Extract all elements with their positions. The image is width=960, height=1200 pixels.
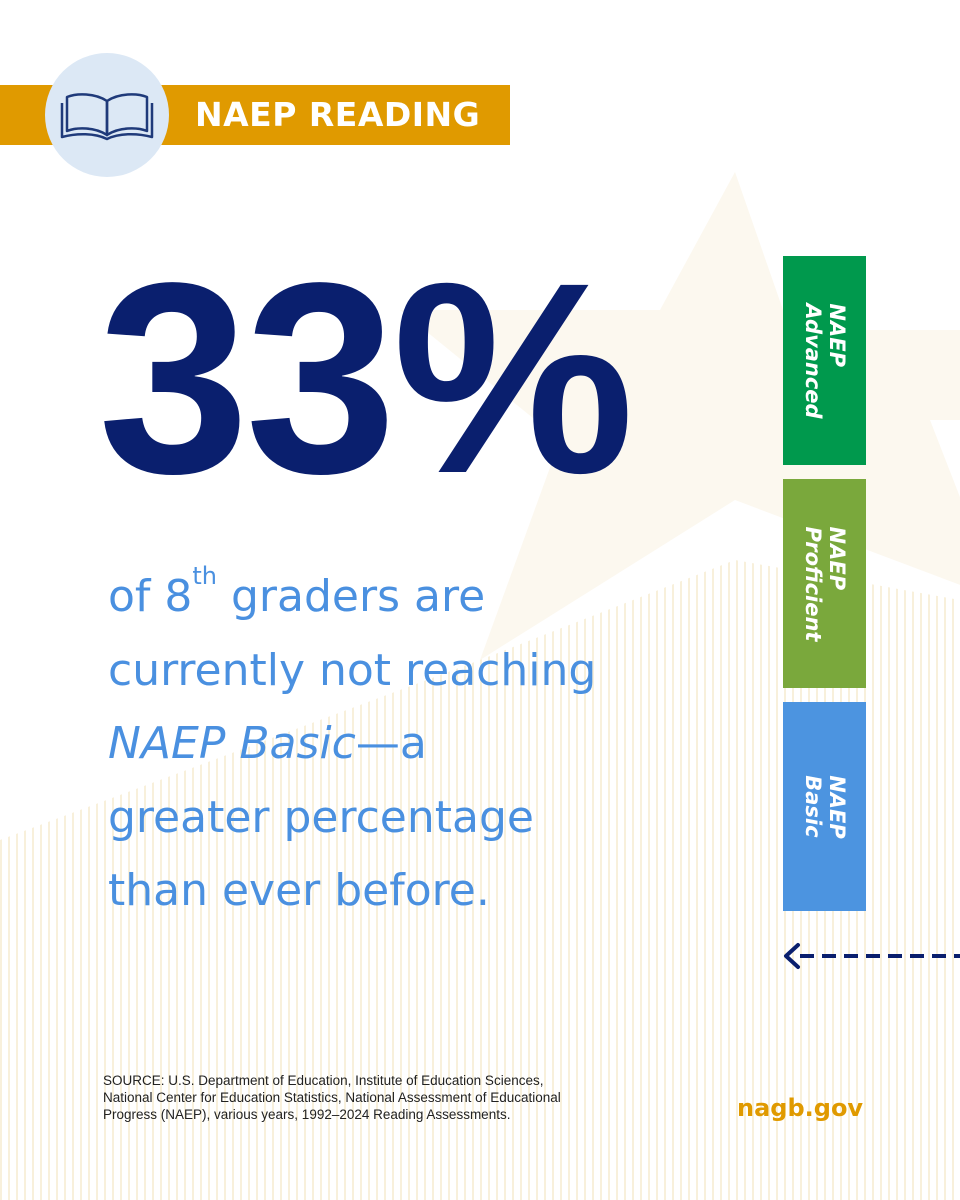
header-title: NAEP READING <box>195 95 481 134</box>
level-label-line: Proficient <box>800 526 825 641</box>
source-line: SOURCE: U.S. Department of Education, In… <box>103 1073 544 1088</box>
site-link[interactable]: nagb.gov <box>737 1094 864 1122</box>
body-part: than ever before. <box>108 865 490 916</box>
source: SOURCE: U.S. Department of Education, In… <box>103 1072 561 1123</box>
body-text: of 8th graders are currently not reachin… <box>108 560 596 928</box>
body-part: graders are <box>217 571 486 622</box>
level-bar: NAEP Advanced <box>783 256 866 465</box>
body-sup: th <box>192 562 218 590</box>
level-bar: NAEP Proficient <box>783 479 866 688</box>
level-label-line: Basic <box>800 774 825 838</box>
book-icon <box>60 93 154 141</box>
body-part: currently not reaching <box>108 644 597 696</box>
level-label: NAEP Advanced <box>801 303 849 418</box>
source-line: National Center for Education Statistics… <box>103 1090 561 1105</box>
body-italic: NAEP Basic <box>108 718 356 769</box>
level-label-line: NAEP <box>824 302 849 367</box>
level-label: NAEP Basic <box>801 775 849 839</box>
level-label: NAEP Proficient <box>801 526 849 641</box>
level-label-line: NAEP <box>824 774 849 839</box>
source-line: Progress (NAEP), various years, 1992–202… <box>103 1107 511 1122</box>
icon-circle <box>45 53 169 177</box>
level-bar: NAEP Basic <box>783 702 866 911</box>
headline: 33% <box>98 226 634 530</box>
level-label-line: Advanced <box>800 302 825 419</box>
body-part: —a <box>355 718 427 769</box>
body-part: of 8 <box>108 571 193 622</box>
body-part: greater percentage <box>108 791 534 843</box>
level-label-line: NAEP <box>824 526 849 590</box>
